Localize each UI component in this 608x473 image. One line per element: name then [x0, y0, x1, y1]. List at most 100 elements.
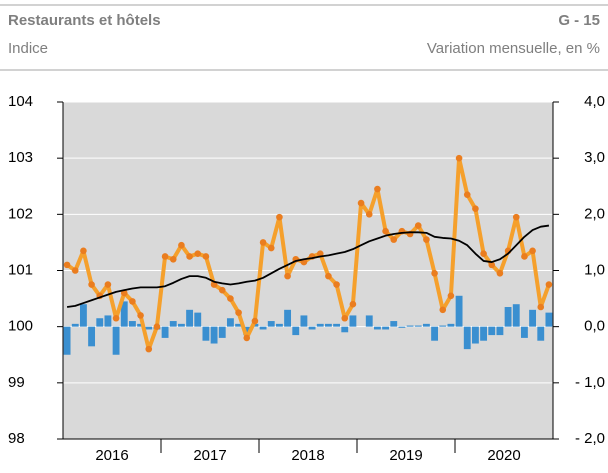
x-tick-label: 2019 — [389, 447, 422, 464]
y-tick-label: 101 — [8, 261, 33, 278]
y-tick-label: 100 — [8, 318, 33, 335]
bar — [422, 323, 430, 327]
bar — [455, 295, 463, 327]
marker — [333, 281, 340, 288]
marker — [169, 255, 177, 263]
marker — [545, 281, 553, 288]
y2-tick-label: 1,0 — [584, 261, 605, 278]
bar — [169, 321, 177, 327]
bar — [243, 326, 251, 336]
marker — [276, 213, 283, 221]
bar — [333, 323, 341, 327]
marker — [284, 272, 291, 280]
bar — [186, 309, 194, 327]
bar — [488, 326, 496, 336]
x-tick-label: 2018 — [291, 447, 324, 464]
marker — [423, 236, 430, 243]
bar — [202, 326, 210, 341]
bar — [284, 309, 292, 327]
line — [66, 224, 550, 308]
marker — [235, 309, 242, 316]
bar — [504, 307, 512, 327]
y-axis-label: Indice — [8, 40, 48, 57]
bar — [365, 315, 373, 327]
y-tick-label: 99 — [8, 374, 25, 391]
x-tick-label: 2017 — [193, 447, 226, 464]
marker — [137, 312, 144, 319]
marker — [341, 314, 349, 322]
bar — [177, 323, 185, 327]
marker — [178, 241, 185, 249]
marker — [104, 281, 112, 288]
y2-axis-label: Variation mensuelle, en % — [427, 40, 600, 57]
x-tick-label: 2016 — [95, 447, 128, 464]
bar — [194, 312, 202, 327]
bar — [341, 326, 349, 333]
marker — [316, 250, 324, 257]
marker — [349, 300, 357, 308]
y2-tick-label: 0,0 — [584, 318, 605, 335]
y2-tick-label: - 2,0 — [575, 430, 605, 447]
bar — [120, 301, 128, 327]
y-tick-label: 102 — [8, 205, 33, 222]
bar — [471, 326, 479, 344]
bar — [79, 304, 87, 327]
bar — [529, 309, 537, 327]
marker — [194, 250, 202, 257]
y-tick-label: 98 — [8, 430, 25, 447]
marker — [455, 154, 463, 162]
bar — [210, 326, 218, 344]
marker — [88, 281, 95, 288]
bar — [71, 323, 79, 327]
bar — [292, 326, 300, 336]
bar — [349, 315, 357, 327]
bar — [431, 326, 439, 341]
bar — [88, 326, 96, 347]
marker — [145, 345, 153, 353]
marker — [374, 185, 381, 193]
bar — [373, 326, 381, 330]
bar — [161, 326, 169, 338]
x-tick-label: 2020 — [487, 447, 520, 464]
bar — [145, 326, 153, 330]
bar — [398, 326, 406, 328]
bar — [537, 326, 545, 341]
marker — [243, 334, 251, 342]
marker — [227, 295, 234, 302]
marker — [153, 323, 161, 330]
marker — [80, 247, 87, 255]
marker — [529, 247, 536, 255]
y2-tick-label: 3,0 — [584, 149, 605, 166]
bar — [414, 325, 422, 327]
marker — [259, 239, 267, 246]
marker — [71, 267, 79, 274]
bar — [496, 326, 504, 336]
bar — [259, 326, 267, 330]
bar — [96, 318, 104, 327]
bar — [137, 323, 145, 327]
y2-tick-label: 2,0 — [584, 205, 605, 222]
marker — [112, 314, 120, 322]
bar — [480, 326, 488, 341]
bar — [390, 321, 398, 327]
marker — [390, 236, 398, 243]
marker — [431, 270, 438, 277]
bar — [275, 323, 283, 327]
marker — [218, 286, 226, 294]
bar — [300, 315, 308, 327]
marker — [521, 253, 528, 260]
y-tick-label: 103 — [8, 149, 33, 166]
bar — [63, 326, 71, 355]
marker — [251, 317, 259, 325]
marker — [496, 270, 504, 277]
marker — [63, 261, 71, 269]
marker — [480, 250, 487, 257]
bar — [520, 326, 528, 338]
bar — [463, 326, 471, 350]
marker — [129, 298, 136, 305]
bar — [235, 323, 243, 327]
marker — [365, 211, 373, 218]
marker — [488, 261, 496, 269]
bar — [128, 321, 136, 327]
